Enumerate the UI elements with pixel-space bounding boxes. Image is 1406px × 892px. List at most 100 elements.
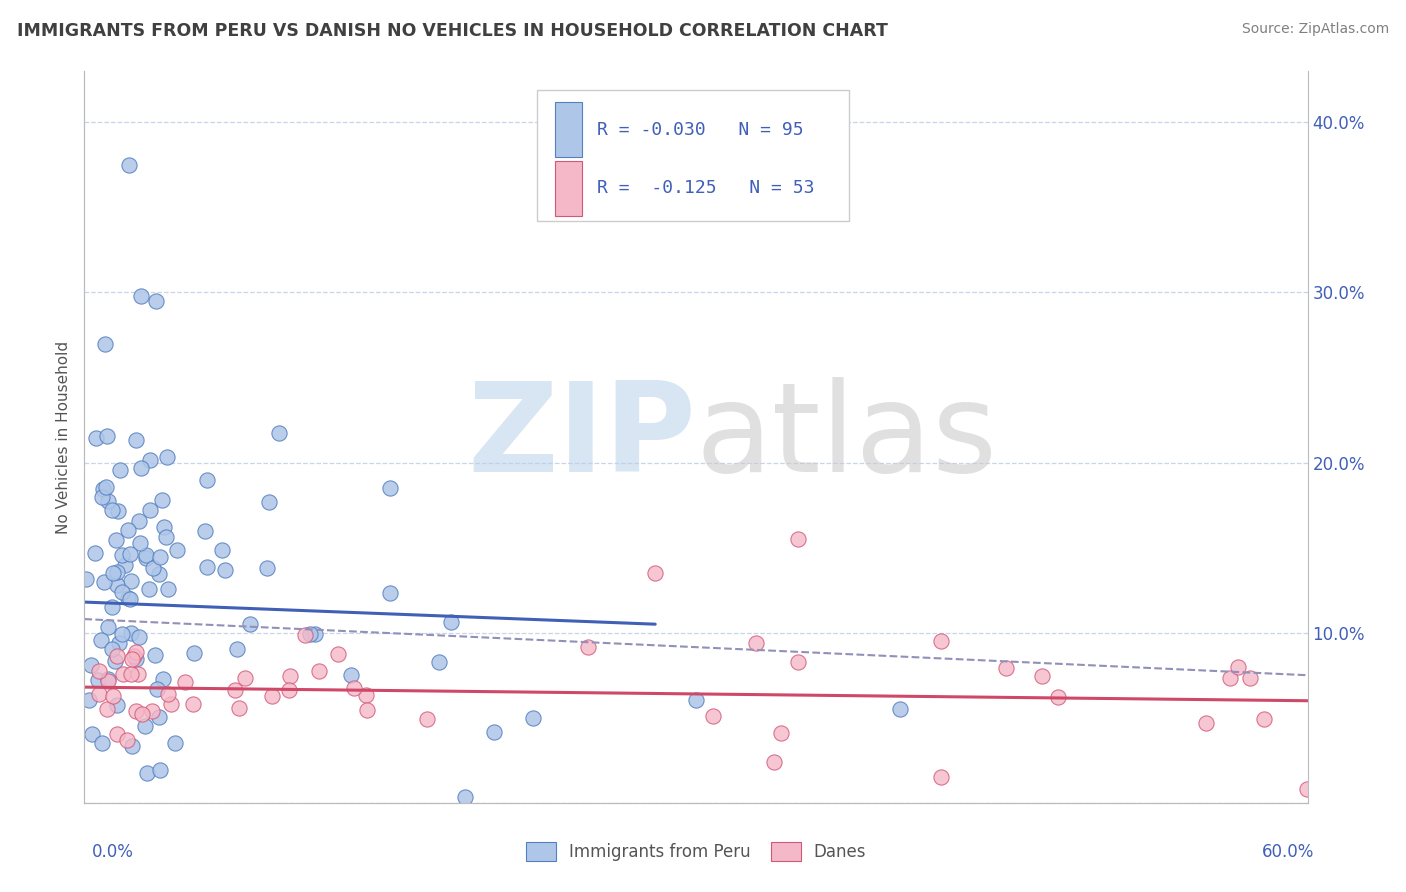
Point (326, 647, 349, 661)
Point (111, 548, 134, 562)
Text: 60.0%: 60.0% (1263, 843, 1315, 861)
Point (100, 641, 122, 656)
Point (889, 702, 911, 716)
Point (152, 520, 174, 534)
Point (308, 665, 330, 679)
Point (356, 703, 378, 717)
Point (117, 523, 139, 537)
Point (1227, 659, 1250, 673)
Point (1295, 781, 1317, 796)
Point (183, 646, 205, 660)
Point (155, 530, 177, 544)
Point (121, 651, 143, 665)
Point (769, 726, 792, 740)
Point (149, 763, 172, 777)
Point (929, 634, 952, 648)
Point (138, 582, 160, 596)
Point (1195, 716, 1218, 731)
Point (427, 655, 450, 669)
Point (105, 578, 128, 592)
Point (84, 432, 107, 446)
Point (118, 592, 141, 607)
Point (195, 560, 218, 574)
Point (139, 452, 162, 467)
Point (576, 640, 599, 654)
Point (1031, 669, 1053, 683)
Text: 0.0%: 0.0% (91, 843, 134, 861)
Point (121, 739, 143, 754)
Point (80, 727, 103, 741)
Point (762, 755, 785, 769)
Point (380, 481, 402, 495)
Point (340, 668, 363, 682)
Point (124, 651, 146, 665)
Point (105, 698, 128, 712)
Point (129, 460, 152, 475)
Point (128, 514, 150, 528)
Point (128, 631, 150, 645)
Point (104, 533, 127, 548)
Point (380, 586, 402, 600)
Point (484, 725, 506, 739)
Point (87, 664, 110, 678)
Point (1239, 671, 1261, 685)
Point (149, 550, 172, 565)
Point (114, 558, 136, 573)
Bar (555, 103, 582, 157)
Point (120, 574, 142, 588)
Point (96, 480, 118, 494)
Point (87, 687, 110, 701)
Point (100, 599, 122, 614)
Text: R =  -0.125   N = 53: R = -0.125 N = 53 (598, 179, 814, 197)
Point (135, 548, 157, 562)
Text: ZIP: ZIP (467, 376, 696, 498)
Point (122, 648, 145, 663)
Legend: Immigrants from Peru, Danes: Immigrants from Peru, Danes (519, 835, 873, 868)
Point (343, 681, 366, 695)
Point (135, 550, 157, 565)
Point (235, 671, 257, 685)
Point (1253, 713, 1275, 727)
Point (96, 702, 118, 716)
Point (256, 561, 278, 575)
Point (454, 790, 477, 805)
Point (1219, 671, 1241, 685)
Point (929, 770, 952, 784)
Point (80, 658, 103, 673)
Point (107, 636, 129, 650)
Point (111, 627, 134, 641)
Point (93, 336, 115, 351)
Point (745, 636, 768, 650)
Point (150, 492, 173, 507)
Point (93, 575, 115, 590)
Point (131, 707, 153, 722)
Point (118, 547, 141, 561)
Point (226, 642, 249, 657)
Point (118, 158, 141, 172)
Point (277, 683, 299, 698)
Point (644, 566, 666, 581)
Point (141, 704, 163, 718)
Point (86, 673, 108, 687)
FancyBboxPatch shape (537, 90, 849, 221)
Point (145, 293, 167, 308)
Point (174, 674, 197, 689)
Point (260, 690, 283, 704)
Point (124, 704, 146, 718)
Point (103, 689, 125, 703)
Point (108, 463, 131, 477)
Point (304, 627, 326, 641)
Point (787, 655, 810, 669)
Point (228, 701, 250, 715)
Point (115, 733, 138, 747)
Point (75, 572, 97, 586)
Point (112, 667, 135, 681)
Point (107, 565, 129, 579)
Point (101, 502, 124, 516)
Point (131, 289, 153, 303)
Point (194, 524, 217, 538)
Point (298, 627, 321, 641)
Point (156, 450, 179, 464)
Point (105, 727, 128, 741)
Point (156, 582, 179, 596)
